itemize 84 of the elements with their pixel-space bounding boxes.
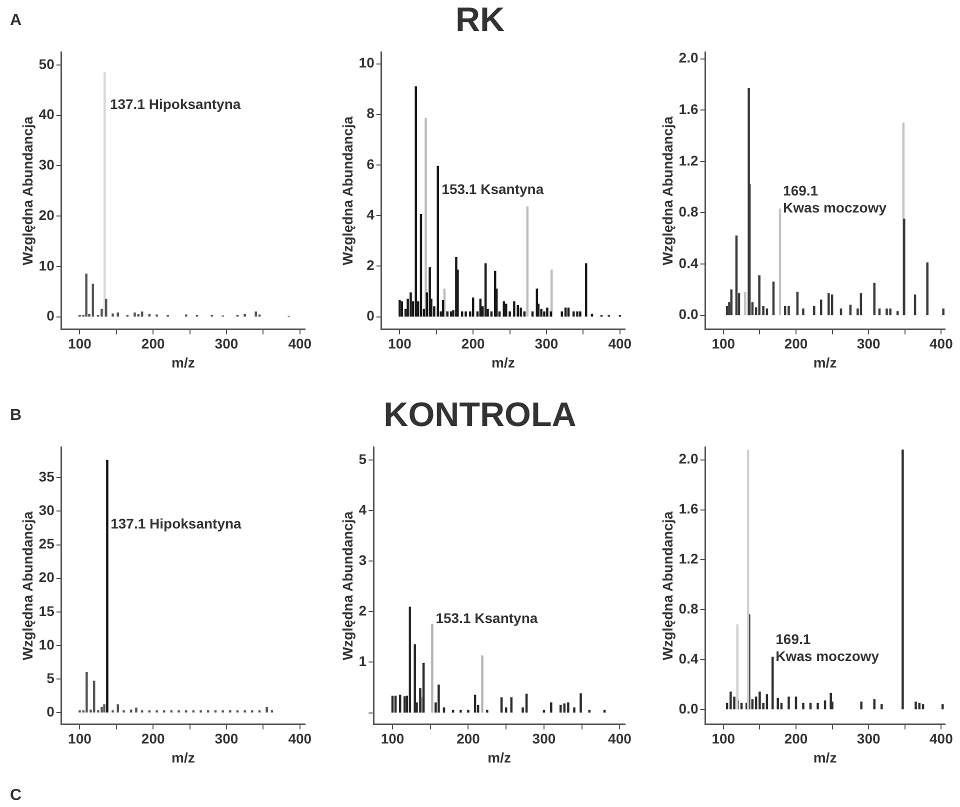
y-axis-title: Względna Abundancja bbox=[659, 116, 676, 266]
y-tick-label: 25 bbox=[38, 536, 55, 552]
text: C bbox=[10, 787, 22, 805]
y-tick-label: 2 bbox=[366, 257, 375, 274]
x-tick-label: 100 bbox=[712, 336, 736, 352]
x-tick-label: 100 bbox=[380, 730, 404, 747]
x-tick-label: 200 bbox=[141, 336, 165, 352]
x-tick-label: 300 bbox=[856, 336, 880, 352]
annotation: 153.1 Ksantyna bbox=[442, 181, 544, 198]
text: A bbox=[10, 12, 22, 30]
y-tick-label: 5 bbox=[46, 670, 55, 686]
y-tick-label: 10 bbox=[38, 257, 55, 274]
y-tick-label: 5 bbox=[358, 450, 367, 467]
x-tick-label: 400 bbox=[608, 730, 632, 747]
x-tick-label: 100 bbox=[388, 336, 412, 352]
x-axis-title: m/z bbox=[492, 354, 515, 370]
x-axis-title: m/z bbox=[172, 354, 195, 370]
x-tick-label: 200 bbox=[141, 730, 165, 747]
y-tick-label: 1.6 bbox=[678, 500, 698, 517]
y-tick-label: 4 bbox=[366, 206, 375, 222]
y-tick-label: 0.8 bbox=[678, 204, 698, 220]
y-tick-label: 20 bbox=[38, 206, 55, 223]
x-tick-label: 100 bbox=[712, 730, 736, 747]
annotation: 137.1 Hipoksantyna bbox=[110, 96, 241, 112]
x-tick-label: 400 bbox=[929, 336, 954, 352]
chart-title: KONTROLA bbox=[382, 395, 578, 435]
y-tick-label: 4 bbox=[358, 501, 367, 518]
y-tick-label: 10 bbox=[38, 636, 55, 652]
x-tick-label: 300 bbox=[214, 730, 238, 747]
x-tick-label: 400 bbox=[608, 336, 632, 352]
x-axis-title: m/z bbox=[813, 749, 837, 766]
text: B bbox=[10, 407, 22, 425]
annotation: 137.1 Hipoksantyna bbox=[110, 515, 242, 532]
y-tick-label: 0 bbox=[366, 308, 375, 324]
x-tick-label: 400 bbox=[929, 730, 954, 747]
x-tick-label: 200 bbox=[461, 336, 485, 352]
y-tick-label: 3 bbox=[358, 552, 367, 568]
y-tick-label: 8 bbox=[366, 105, 375, 122]
x-tick-label: 200 bbox=[784, 730, 808, 747]
y-tick-label: 1.6 bbox=[678, 100, 698, 117]
y-tick-label: 6 bbox=[366, 156, 375, 172]
y-tick-label: 0.8 bbox=[678, 600, 698, 616]
y-tick-label: 30 bbox=[38, 156, 55, 173]
y-tick-label: 30 bbox=[38, 502, 55, 518]
y-axis-title: Względna Abundancja bbox=[659, 511, 676, 660]
y-tick-label: 0 bbox=[46, 704, 55, 720]
y-tick-label: 2.0 bbox=[678, 50, 698, 66]
x-tick-label: 300 bbox=[214, 336, 238, 352]
x-tick-label: 300 bbox=[534, 336, 558, 352]
y-tick-label: 0.0 bbox=[678, 306, 698, 322]
y-axis-title: Względna Abundancja bbox=[19, 116, 36, 266]
y-tick-label: 2.0 bbox=[678, 450, 698, 467]
x-tick-label: 400 bbox=[288, 336, 312, 352]
y-tick-label: 0 bbox=[46, 308, 55, 324]
chart-title: RK bbox=[454, 0, 506, 40]
y-tick-label: 0.0 bbox=[678, 700, 698, 716]
y-axis-title: Względna Abundancja bbox=[339, 511, 356, 660]
annotation: 153.1 Ksantyna bbox=[436, 610, 538, 626]
y-tick-label: 1.2 bbox=[678, 152, 698, 168]
x-tick-label: 100 bbox=[68, 336, 92, 352]
x-tick-label: 100 bbox=[68, 730, 92, 747]
x-tick-label: 400 bbox=[288, 730, 312, 747]
x-tick-label: 300 bbox=[532, 730, 556, 747]
y-tick-label: 0.4 bbox=[678, 254, 698, 271]
x-axis-title: m/z bbox=[172, 749, 195, 766]
y-tick-label: 1.2 bbox=[678, 550, 698, 567]
y-tick-label: 0.4 bbox=[678, 650, 698, 666]
x-tick-label: 200 bbox=[456, 730, 480, 747]
y-tick-label: 1 bbox=[358, 653, 367, 670]
y-tick-label: 15 bbox=[38, 602, 55, 619]
annotation: 169.1 Kwas moczowy bbox=[783, 182, 887, 216]
y-axis-title: Względna Abundancja bbox=[19, 511, 36, 660]
x-axis-title: m/z bbox=[813, 354, 837, 370]
x-tick-label: 300 bbox=[856, 730, 880, 747]
y-tick-label: 40 bbox=[38, 106, 55, 122]
y-tick-label: 2 bbox=[358, 602, 367, 619]
annotation: 169.1 Kwas moczowy bbox=[776, 630, 880, 664]
y-axis-title: Względna Abundancja bbox=[339, 116, 356, 266]
y-tick-label: 20 bbox=[38, 569, 55, 586]
x-axis-title: m/z bbox=[488, 749, 511, 766]
y-tick-label: 50 bbox=[38, 56, 55, 72]
y-tick-label: 35 bbox=[38, 468, 55, 484]
x-tick-label: 200 bbox=[784, 336, 808, 352]
y-tick-label: 10 bbox=[358, 54, 375, 71]
